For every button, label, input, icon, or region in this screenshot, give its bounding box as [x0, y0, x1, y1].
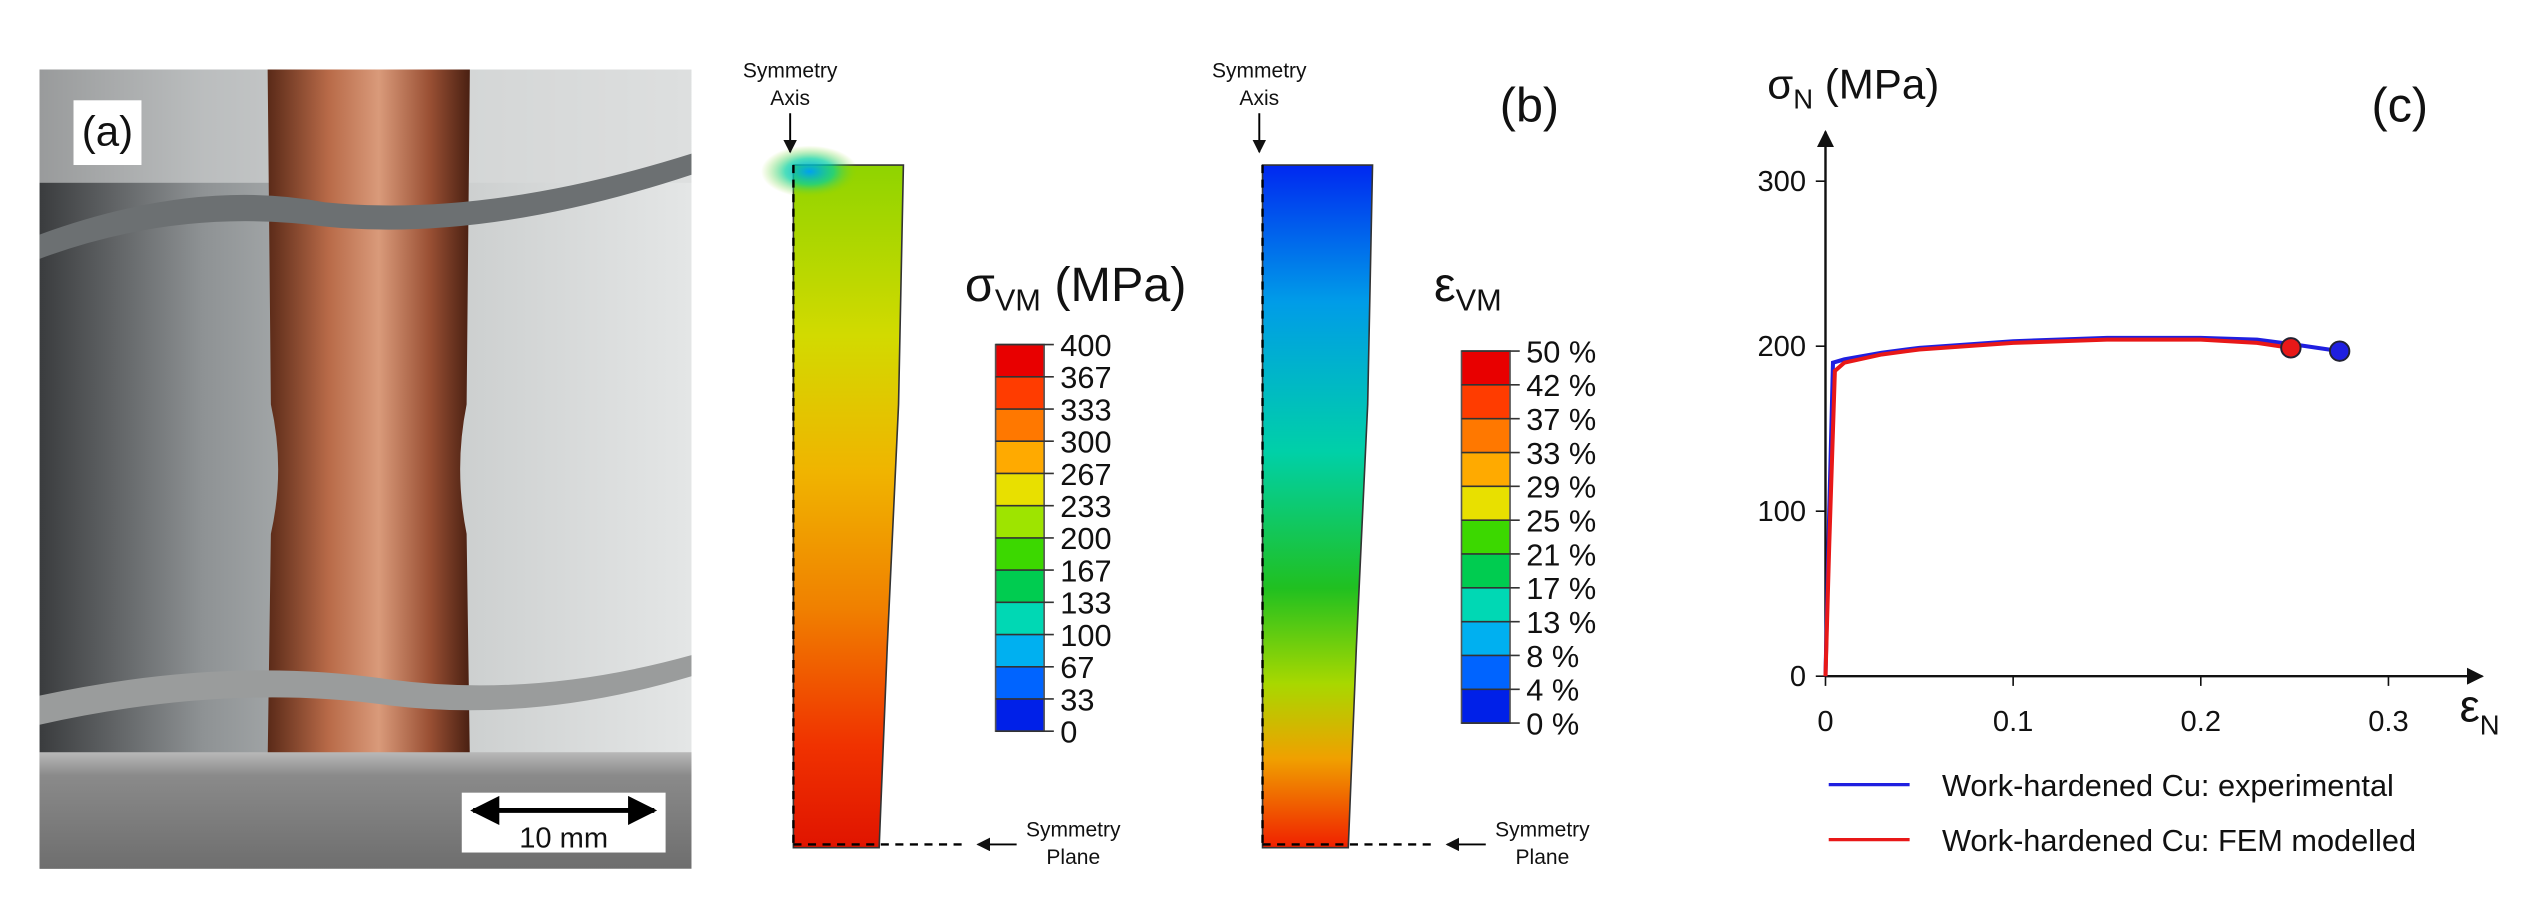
colorbar-band [995, 473, 1045, 507]
colorbar-band [995, 441, 1045, 475]
subscript: VM [1456, 283, 1502, 318]
annotation: Axis [770, 87, 810, 110]
x-tick-label: 0.2 [2181, 706, 2221, 738]
y-tick-label: 0 [1790, 661, 1806, 693]
panel-label: (b) [1500, 78, 1559, 132]
colorbar-tick-label: 42 % [1526, 368, 1596, 403]
x-tick-label: 0 [1817, 706, 1833, 738]
colorbar-band [1461, 418, 1511, 454]
colorbar-tick-label: 167 [1060, 553, 1111, 588]
panel-label: (c) [2371, 78, 2428, 132]
colorbar-band [995, 570, 1045, 604]
legend-label: Work-hardened Cu: experimental [1942, 768, 2394, 803]
panel-label: (a) [82, 108, 133, 155]
colorbar-tick-label: 300 [1060, 425, 1111, 460]
colorbar-band [1461, 689, 1511, 724]
y-tick-label: 300 [1757, 166, 1806, 198]
legend-title: εVM [1434, 258, 1502, 318]
colorbar-tick-label: 133 [1060, 586, 1111, 621]
x-tick-label: 0.1 [1993, 706, 2033, 738]
colorbar-tick-label: 50 % [1526, 334, 1596, 369]
colorbar-band [995, 376, 1045, 410]
colorbar-tick-label: 33 % [1526, 436, 1596, 471]
colorbar-band [1461, 621, 1511, 657]
symbol: ε [2460, 680, 2480, 731]
end-marker [2328, 340, 2351, 362]
series-line [1823, 335, 2340, 677]
colorbar-tick-label: 400 [1060, 328, 1111, 363]
colorbar-band [995, 344, 1045, 378]
colorbar-band [995, 602, 1045, 636]
annotation: Plane [1046, 846, 1100, 869]
colorbar-band [1461, 351, 1511, 386]
y-tick-label: 100 [1757, 496, 1806, 528]
colorbar-band [1461, 486, 1511, 521]
colorbar-tick-label: 17 % [1526, 571, 1596, 606]
colorbar-tick-label: 267 [1060, 457, 1111, 492]
colorbar-band [995, 409, 1045, 443]
photo: (a) 10 mm [39, 69, 692, 869]
colorbar-tick-label: 4 % [1526, 673, 1579, 708]
symbol: σ [965, 258, 995, 312]
colorbar-tick-label: 200 [1060, 521, 1111, 556]
annotation: Axis [1239, 87, 1279, 110]
annotation: Symmetry [743, 60, 838, 83]
subscript: N [2480, 709, 2500, 740]
subscript: VM [995, 283, 1041, 318]
annotation: Plane [1516, 846, 1570, 869]
stress-contour: Symmetry Axis Symmetry Plane σVM (MPa) [743, 60, 1187, 869]
y-tick-label: 200 [1757, 331, 1806, 363]
colorbar-tick-label: 21 % [1526, 537, 1596, 572]
end-marker [2280, 337, 2302, 359]
annotation: Symmetry [1212, 60, 1307, 83]
colorbar-band [1461, 452, 1511, 488]
scale-bar-label: 10 mm [519, 823, 608, 855]
x-tick-label: 0.3 [2368, 706, 2408, 738]
colorbar-tick-label: 0 % [1526, 706, 1579, 741]
colorbar-band [995, 537, 1045, 571]
legend-label: Work-hardened Cu: FEM modelled [1942, 823, 2416, 858]
colorbar-band [995, 505, 1045, 539]
colorbar-tick-label: 33 [1060, 682, 1094, 717]
colorbar-band [1461, 587, 1511, 623]
symbol: σ [1767, 61, 1793, 108]
colorbar-band [995, 634, 1045, 668]
colorbar-tick-label: 29 % [1526, 470, 1596, 505]
colorbar-tick-label: 13 % [1526, 605, 1596, 640]
colorbar-tick-label: 367 [1060, 360, 1111, 395]
subscript: N [1793, 83, 1813, 114]
colorbar-tick-label: 8 % [1526, 639, 1579, 674]
colorbar-band [995, 698, 1045, 733]
colorbar-band [995, 666, 1045, 700]
colorbar-tick-label: 37 % [1526, 402, 1596, 437]
colorbar-tick-label: 67 [1060, 650, 1094, 685]
unit: (MPa) [1041, 258, 1187, 312]
legend-title: σVM (MPa) [965, 258, 1187, 318]
colorbar-tick-label: 100 [1060, 618, 1111, 653]
colorbar-tick-label: 0 [1060, 715, 1077, 750]
annotation: Symmetry [1026, 818, 1121, 841]
colorbar-tick-label: 233 [1060, 489, 1111, 524]
series-line [1823, 337, 2292, 677]
annotation: Symmetry [1495, 818, 1590, 841]
colorbar-band [1461, 384, 1511, 420]
strain-contour: Symmetry Axis Symmetry Plane εVM (b) [1212, 60, 1590, 869]
unit: (MPa) [1813, 61, 1939, 108]
colorbar-band [1461, 520, 1511, 555]
colorbar-tick-label: 25 % [1526, 503, 1596, 538]
chart: (c) σN (MPa) εN [1767, 61, 2499, 741]
y-axis-label: σN (MPa) [1767, 61, 1939, 115]
colorbar-band [1461, 655, 1511, 691]
colorbar-band [1461, 553, 1511, 589]
x-axis-label: εN [2460, 680, 2500, 740]
colorbar-tick-label: 333 [1060, 392, 1111, 427]
symbol: ε [1434, 258, 1456, 312]
